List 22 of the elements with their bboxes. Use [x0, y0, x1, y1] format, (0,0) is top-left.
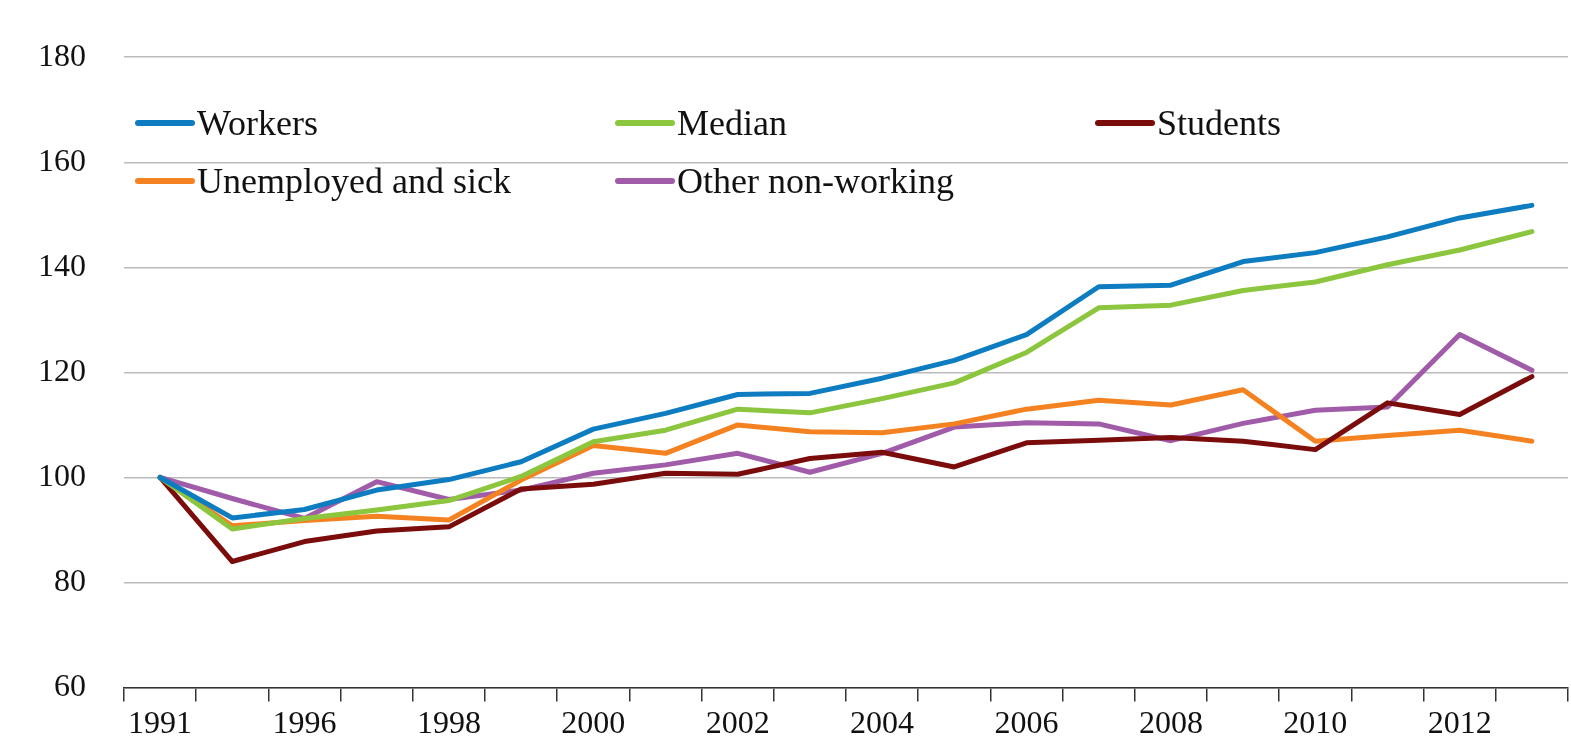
x-tick-label: 2002	[705, 704, 770, 741]
x-tick-label: 2004	[850, 704, 915, 741]
x-tick-label: 2006	[994, 704, 1059, 741]
y-tick-label: 140	[38, 246, 86, 283]
y-tick-label: 180	[38, 36, 86, 73]
x-tick-label: 2012	[1427, 704, 1492, 741]
legend-label: Other non-working	[677, 160, 954, 202]
legend-label: Median	[677, 102, 787, 144]
legend-label: Students	[1157, 102, 1282, 144]
x-tick-label: 1991	[128, 704, 193, 741]
x-tick-label: 2010	[1283, 704, 1348, 741]
legend-label: Workers	[197, 102, 319, 144]
y-tick-label: 100	[38, 456, 86, 493]
y-tick-label: 60	[54, 667, 86, 704]
x-tick-label: 1996	[272, 704, 337, 741]
x-tick-label: 2008	[1138, 704, 1203, 741]
x-tick-label: 2000	[561, 704, 626, 741]
x-tick-label: 1998	[416, 704, 481, 741]
y-tick-label: 120	[38, 351, 86, 388]
y-tick-label: 80	[54, 561, 86, 598]
legend-label: Unemployed and sick	[197, 160, 511, 202]
y-tick-label: 160	[38, 141, 86, 178]
